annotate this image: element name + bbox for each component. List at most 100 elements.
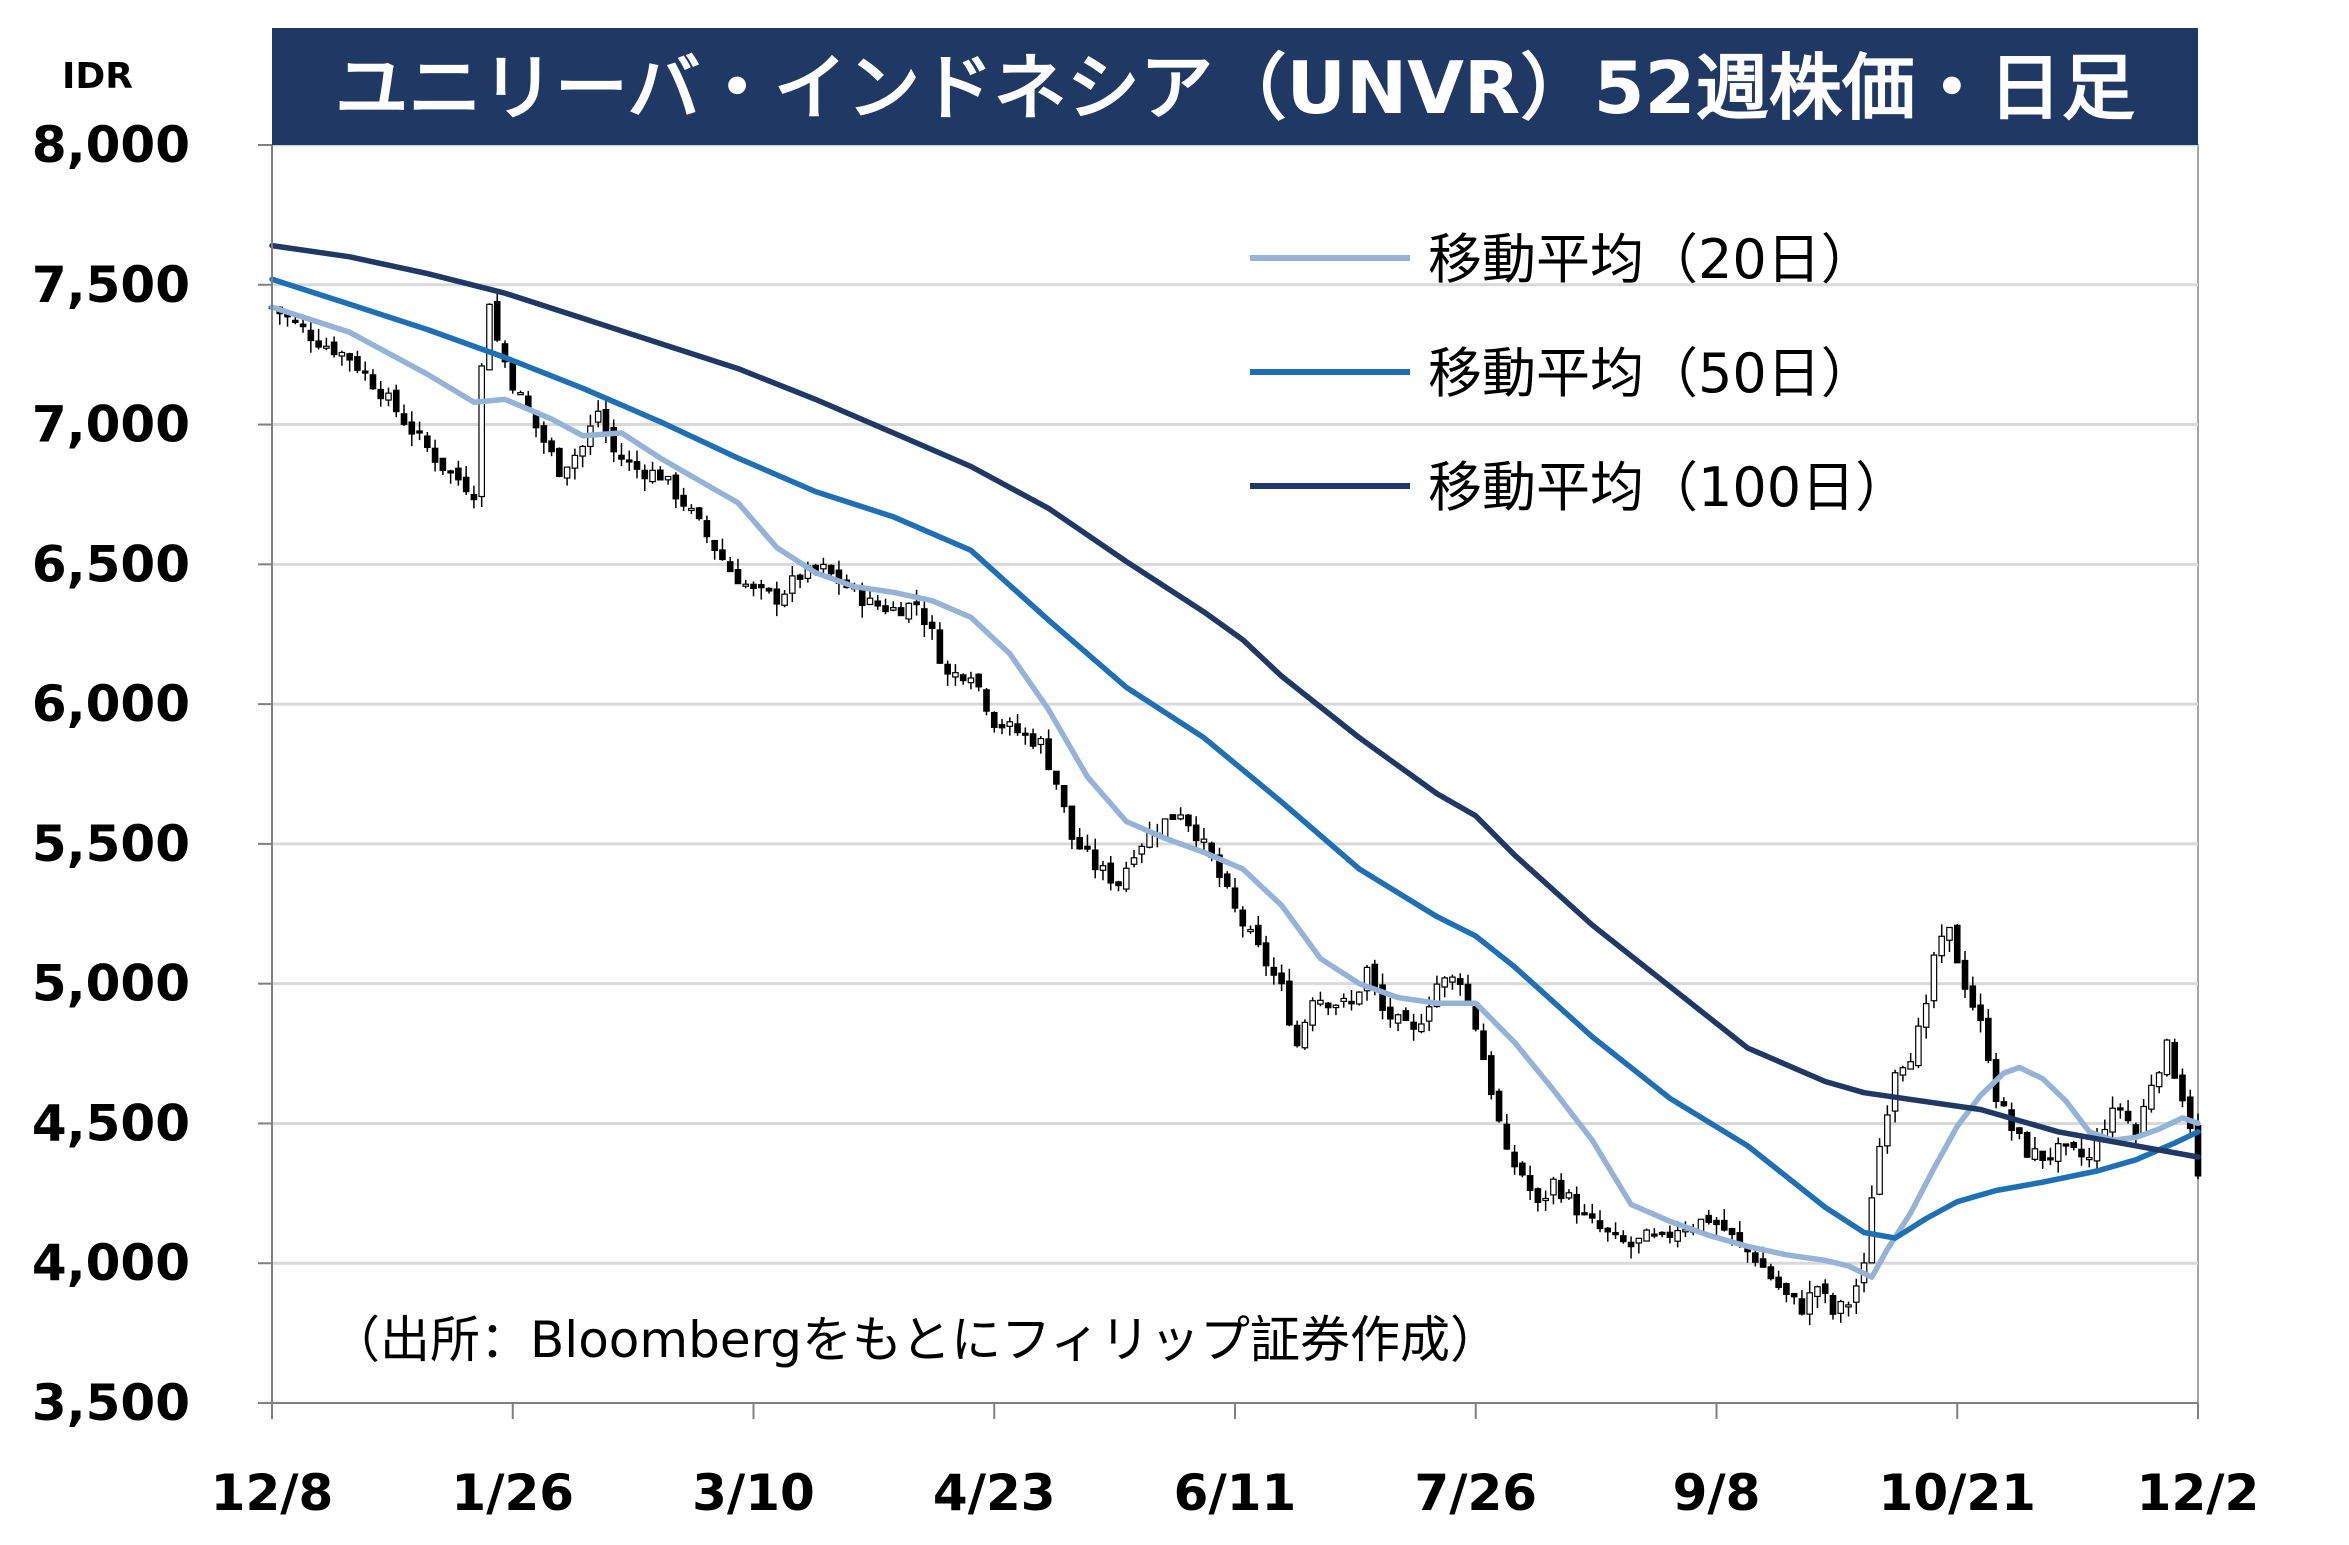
candle-body xyxy=(1084,845,1091,850)
candle-body xyxy=(1798,1298,1806,1315)
candle-body xyxy=(1814,1286,1821,1298)
candle-body xyxy=(952,672,959,678)
candle-body xyxy=(1666,1231,1674,1238)
candle-body xyxy=(385,392,392,401)
candle-body xyxy=(1790,1292,1798,1298)
y-tick-label: 5,000 xyxy=(32,955,190,1013)
candle-body xyxy=(1464,983,1472,1002)
candle-body xyxy=(1884,1114,1891,1147)
candle-body xyxy=(1115,881,1122,887)
candle-body xyxy=(1619,1235,1627,1243)
candle-body xyxy=(610,426,618,453)
candle-body xyxy=(1029,733,1037,747)
candle-body xyxy=(641,469,649,480)
candle-body xyxy=(1953,924,1961,964)
candle-body xyxy=(1433,983,1441,1008)
candle-body xyxy=(1852,1285,1860,1303)
candle-body xyxy=(1309,1000,1316,1026)
candle-body xyxy=(1216,854,1223,878)
candle-body xyxy=(1480,1030,1487,1061)
candle-body xyxy=(517,392,524,396)
candle-body xyxy=(1076,836,1083,850)
candle-body xyxy=(1332,1004,1340,1009)
candle-body xyxy=(1985,1017,1992,1062)
candle-body xyxy=(913,601,920,606)
candle-body xyxy=(2155,1072,2163,1088)
y-tick-label: 4,000 xyxy=(32,1234,190,1292)
candle-body xyxy=(1456,978,1464,986)
y-axis-unit-label: IDR xyxy=(62,56,133,97)
candle-body xyxy=(1682,1229,1689,1233)
x-tick-label: 3/10 xyxy=(692,1464,815,1522)
x-tick-label: 6/11 xyxy=(1174,1464,1297,1522)
y-tick-label: 3,500 xyxy=(32,1374,190,1432)
candle-body xyxy=(1542,1197,1549,1202)
candle-body xyxy=(392,389,400,413)
candle-body xyxy=(299,323,307,328)
candle-body xyxy=(649,469,656,483)
candle-body xyxy=(2000,1101,2008,1107)
candle-body xyxy=(1635,1237,1643,1244)
axes: 3,500 4,000 4,500 5,000 5,500 6,000 6,500 7,000… xyxy=(32,56,2259,1522)
candle-body xyxy=(1192,824,1200,842)
candle-body xyxy=(1185,814,1192,827)
candle-body xyxy=(2039,1150,2046,1162)
candle-body xyxy=(1775,1276,1782,1288)
candle-body xyxy=(1107,862,1115,884)
candle-body xyxy=(1899,1067,1907,1076)
candle-body xyxy=(1122,867,1130,890)
candle-body xyxy=(1169,814,1177,820)
candle-body xyxy=(1705,1214,1713,1223)
candle-body xyxy=(315,340,322,348)
candle-body xyxy=(1262,942,1270,967)
candle-body xyxy=(703,520,711,538)
candle-body xyxy=(1977,1004,1984,1022)
candle-body xyxy=(2023,1131,2031,1158)
candle-body xyxy=(1565,1192,1573,1199)
candle-body xyxy=(983,689,990,712)
candle-body xyxy=(1868,1197,1876,1264)
candle-body xyxy=(967,677,975,684)
candle-body xyxy=(2186,1096,2194,1130)
candle-body xyxy=(1713,1219,1720,1226)
candle-body xyxy=(1557,1179,1565,1200)
x-tick-label: 10/21 xyxy=(1879,1464,2036,1522)
candle-body xyxy=(462,476,470,493)
candle-body xyxy=(1006,721,1014,727)
candle-body xyxy=(439,457,447,472)
chart-title: ユニリーバ・インドネシア（UNVR）52週株価・日足 xyxy=(335,46,2135,130)
candle-body xyxy=(928,621,936,629)
candle-body xyxy=(664,475,672,481)
candle-body xyxy=(1845,1304,1852,1308)
candle-body xyxy=(1394,1014,1402,1024)
candle-body xyxy=(1022,732,1029,736)
candle-body xyxy=(773,588,781,605)
candle-body xyxy=(602,408,610,433)
y-tick-label: 4,500 xyxy=(32,1094,190,1152)
candle-body xyxy=(2047,1157,2054,1161)
candle-body xyxy=(936,629,944,664)
candle-body xyxy=(1581,1212,1588,1216)
candle-body xyxy=(618,454,625,460)
candle-body xyxy=(1604,1227,1612,1233)
candle-body xyxy=(2109,1107,2116,1133)
candle-body xyxy=(680,494,687,507)
candle-body xyxy=(455,467,462,481)
candle-body xyxy=(2085,1157,2093,1161)
candle-body xyxy=(1053,770,1060,785)
candle-body xyxy=(1425,1006,1433,1022)
candle-body xyxy=(330,341,338,356)
candle-body xyxy=(1239,909,1247,927)
candle-body xyxy=(447,470,454,474)
candle-body xyxy=(431,447,439,463)
candle-body xyxy=(1487,1055,1495,1096)
candle-body xyxy=(1596,1220,1604,1230)
candle-body xyxy=(998,724,1006,729)
candle-body xyxy=(323,345,330,349)
x-tick-label: 12/2 xyxy=(2137,1464,2260,1522)
candle-body xyxy=(1891,1072,1899,1112)
candle-body xyxy=(1130,857,1138,865)
x-tick-label: 4/23 xyxy=(933,1464,1056,1522)
candle-body xyxy=(975,673,983,688)
